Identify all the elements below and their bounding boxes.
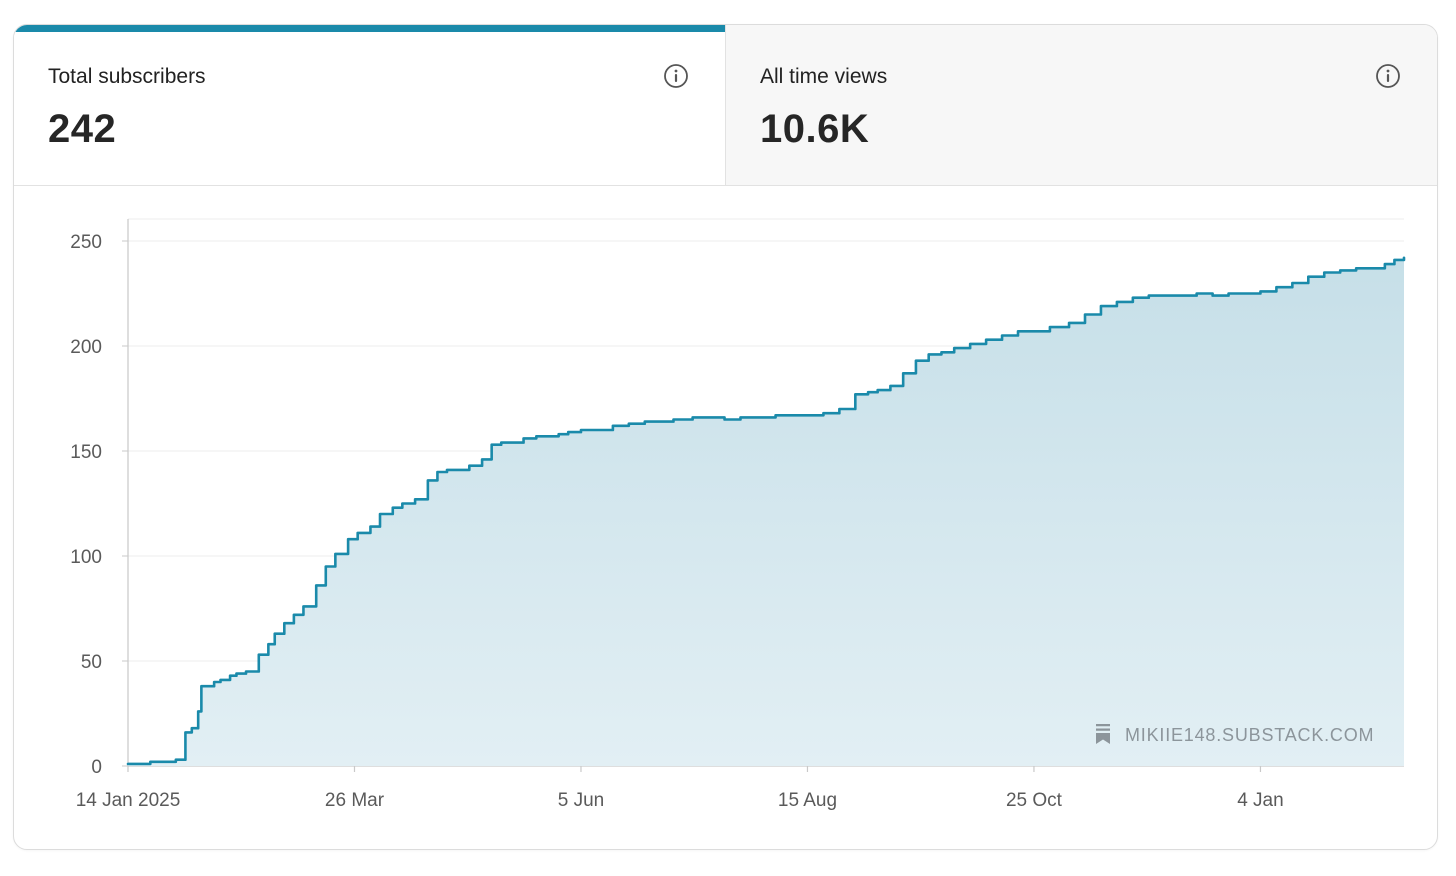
x-tick-label: 5 Jun <box>558 790 604 811</box>
stat-label: Total subscribers <box>48 65 206 88</box>
bookmark-icon <box>1096 724 1110 744</box>
watermark-text: MIKIIE148.SUBSTACK.COM <box>1125 725 1374 745</box>
x-tick-label: 14 Jan 2025 <box>76 790 181 811</box>
active-tab-indicator <box>14 25 725 32</box>
y-tick-label: 250 <box>70 232 102 253</box>
y-tick-label: 0 <box>91 757 102 778</box>
y-tick-label: 200 <box>70 337 102 358</box>
stat-value: 242 <box>48 107 117 151</box>
stat-all-time-views[interactable]: All time views 10.6K <box>726 25 1437 185</box>
y-tick-label: 150 <box>70 442 102 463</box>
y-tick-label: 50 <box>81 652 102 673</box>
stats-header: Total subscribers 242 All time views 10.… <box>14 25 1437 186</box>
chart-container: 0 50 100 150 200 250 14 Jan 2025 26 Mar 5 Jun 15 … <box>14 185 1437 849</box>
stat-label: All time views <box>760 65 888 88</box>
x-tick-label: 15 Aug <box>778 790 837 811</box>
x-tick-label: 4 Jan <box>1237 790 1283 811</box>
stats-card: Total subscribers 242 All time views 10.… <box>13 24 1438 850</box>
stat-total-subscribers[interactable]: Total subscribers 242 <box>14 25 726 185</box>
info-icon[interactable] <box>663 63 689 89</box>
x-tick-label: 25 Oct <box>1006 790 1063 811</box>
x-tick-label: 26 Mar <box>325 790 385 811</box>
series-line <box>126 256 1406 766</box>
y-tick-label: 100 <box>70 547 102 568</box>
subscribers-chart: 0 50 100 150 200 250 14 Jan 2025 26 Mar 5 Jun 15 … <box>70 218 1406 811</box>
info-icon[interactable] <box>1375 63 1401 89</box>
stat-value: 10.6K <box>760 107 870 151</box>
area-fill <box>128 257 1404 766</box>
